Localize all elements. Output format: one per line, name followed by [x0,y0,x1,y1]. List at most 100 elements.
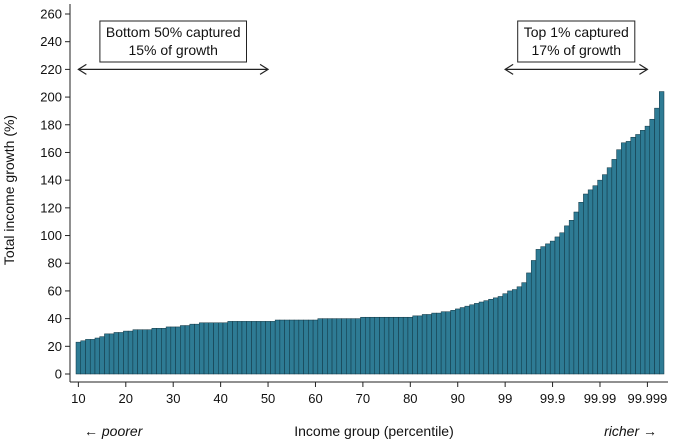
x-tick-label: 99.99 [584,391,617,406]
bar [127,330,134,375]
bar [350,318,357,375]
bar [156,328,162,375]
x-tick-label: 10 [71,391,85,406]
bar [421,314,428,375]
bar [407,316,413,375]
bar [654,107,660,375]
y-tick-label: 220 [40,62,62,77]
bar [270,321,276,375]
bar [246,321,252,375]
bar [516,286,522,375]
y-tick-label: 60 [48,283,62,298]
bar [459,307,466,375]
bar [336,318,342,375]
bar [587,189,594,375]
annotation-box [99,20,248,63]
bar [180,325,186,375]
bar [274,319,281,375]
annotation-line2: 17% of growth [532,42,622,58]
bar [507,290,513,375]
bar [545,243,551,375]
bar [602,174,608,375]
y-tick-label: 80 [48,256,62,271]
bar [535,249,541,375]
x-tick-label: 99.9 [540,391,565,406]
y-tick-label: 160 [40,145,62,160]
bar [450,310,456,375]
bar [346,318,352,375]
bar [436,312,442,375]
bar [213,322,219,375]
bar [559,232,565,375]
bar [298,319,304,375]
bar [284,319,290,375]
bar [583,193,589,375]
x-axis-title: Income group (percentile) [294,423,454,439]
bar [497,296,504,375]
annotation-line2: 15% of growth [128,42,218,58]
y-tick-label: 240 [40,34,62,49]
bar [540,246,546,375]
bar [611,159,617,375]
bar [369,316,375,375]
bar [554,236,560,375]
bar [402,316,409,375]
bar [161,328,167,375]
bar [474,303,480,375]
bar [549,240,556,375]
bar [616,149,622,375]
bar [232,321,238,375]
bar [564,225,570,375]
bar [464,305,470,375]
bar [625,141,632,375]
bar [393,316,399,375]
x-tick-label: 80 [403,391,417,406]
bar [379,316,385,375]
bar [630,136,636,375]
bar [327,318,333,375]
bar [365,316,371,375]
poorer-note: ← poorer [84,423,144,439]
bar [146,329,153,375]
x-tick-label: 40 [213,391,227,406]
bar [644,125,651,375]
bar [108,333,115,375]
y-axis-ticks: 0 20 40 60 80 100 120 140 160 180 200 220 240 260 [40,7,70,382]
bars [75,91,665,375]
bar [85,339,91,375]
bar [151,328,157,375]
bar [189,323,195,375]
bar [113,332,119,375]
bar [512,289,518,375]
bar [355,318,361,375]
bar [99,336,105,375]
x-tick-label: 20 [119,391,133,406]
bar [142,329,148,375]
annotation-box [517,20,636,63]
bar [383,316,390,375]
bar [322,318,328,375]
bar [578,202,584,375]
y-tick-label: 0 [55,367,62,382]
x-tick-label: 99 [498,391,512,406]
bar [606,167,613,375]
x-tick-label: 99.999 [628,391,668,406]
bar [132,329,138,375]
bar [592,185,598,375]
bar [521,282,527,375]
annotations: Bottom 50% captured 15% of growth Top 1% c… [77,20,649,75]
x-tick-label: 30 [166,391,180,406]
bar [635,134,641,375]
bar [265,321,271,375]
bar [75,341,81,375]
x-axis-ticks: 10 20 30 40 50 60 70 80 90 99 99.9 99.99 99.999 [71,382,667,406]
bar [175,326,181,375]
arrow-head-right [639,63,649,75]
bar [374,316,380,375]
bar [104,333,110,375]
y-tick-label: 260 [40,7,62,22]
arrow-head-right [259,63,270,75]
x-tick-label: 50 [261,391,275,406]
arrow-head-left [504,63,514,75]
